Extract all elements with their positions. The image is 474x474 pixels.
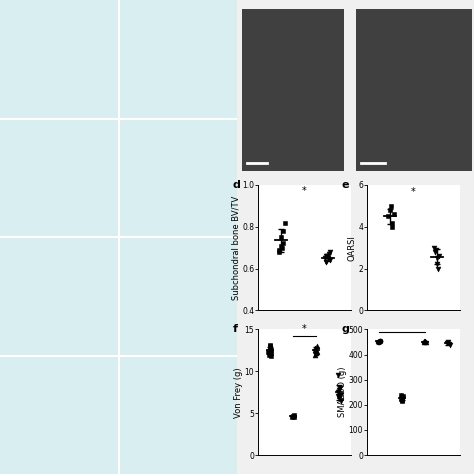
Point	[322, 258, 330, 266]
Point	[444, 338, 452, 346]
Point	[376, 337, 383, 345]
Point	[311, 351, 319, 358]
Point	[376, 337, 383, 345]
Point	[335, 392, 342, 400]
Point	[264, 348, 272, 356]
Point	[311, 346, 319, 354]
Point	[422, 339, 430, 346]
Point	[266, 341, 273, 348]
Point	[266, 344, 274, 352]
Point	[397, 395, 404, 402]
Point	[377, 337, 384, 345]
Point	[398, 391, 405, 399]
Point	[433, 261, 440, 268]
Point	[264, 351, 272, 358]
Point	[278, 242, 285, 249]
Point	[430, 244, 438, 252]
Point	[398, 393, 406, 401]
Text: g: g	[341, 324, 349, 334]
Point	[398, 396, 406, 403]
Point	[374, 338, 381, 346]
Point	[336, 394, 343, 402]
Point	[444, 339, 451, 347]
Point	[280, 240, 287, 247]
Point	[432, 246, 440, 254]
Point	[434, 265, 442, 273]
Point	[336, 386, 343, 393]
Point	[324, 255, 331, 262]
Point	[387, 202, 394, 210]
Point	[386, 206, 394, 214]
Point	[446, 341, 453, 348]
Point	[337, 391, 344, 399]
Point	[398, 397, 406, 405]
Point	[420, 337, 428, 345]
Point	[421, 337, 428, 345]
Point	[336, 384, 343, 392]
Point	[277, 233, 285, 241]
Point	[334, 372, 342, 379]
Point	[314, 342, 321, 350]
Point	[279, 227, 287, 235]
Point	[323, 252, 331, 260]
Y-axis label: OARSI: OARSI	[348, 235, 357, 261]
Point	[375, 339, 383, 346]
Point	[267, 349, 274, 356]
Y-axis label: SMALGO (g): SMALGO (g)	[338, 367, 347, 418]
Point	[290, 411, 297, 419]
Point	[384, 212, 392, 220]
Point	[433, 255, 440, 262]
Point	[314, 348, 321, 356]
Point	[337, 397, 345, 404]
Text: d: d	[232, 180, 240, 190]
Y-axis label: Von Frey (g): Von Frey (g)	[234, 367, 243, 418]
Point	[289, 412, 297, 419]
Point	[327, 248, 334, 255]
Point	[289, 413, 296, 421]
Point	[390, 210, 397, 218]
Point	[420, 338, 428, 346]
Point	[267, 346, 274, 354]
Point	[311, 344, 319, 352]
Point	[399, 392, 406, 400]
Point	[266, 342, 273, 350]
Text: f: f	[232, 324, 237, 334]
Point	[278, 244, 285, 252]
Point	[334, 389, 341, 396]
Text: *: *	[302, 186, 307, 196]
Point	[275, 248, 283, 255]
Point	[322, 252, 329, 260]
Point	[326, 256, 333, 264]
Point	[321, 255, 328, 262]
Point	[389, 223, 396, 230]
Point	[322, 258, 330, 266]
Point	[275, 246, 283, 254]
Text: *: *	[411, 187, 416, 198]
Point	[312, 349, 319, 356]
Point	[325, 250, 333, 258]
Point	[268, 353, 275, 360]
Point	[388, 219, 396, 227]
Point	[435, 252, 442, 260]
Y-axis label: Subchondral bone BV/TV: Subchondral bone BV/TV	[232, 196, 241, 300]
Text: *: *	[302, 325, 307, 335]
Point	[312, 346, 320, 353]
Text: e: e	[341, 180, 349, 190]
Point	[431, 248, 439, 255]
Point	[290, 413, 298, 420]
Point	[281, 219, 288, 227]
